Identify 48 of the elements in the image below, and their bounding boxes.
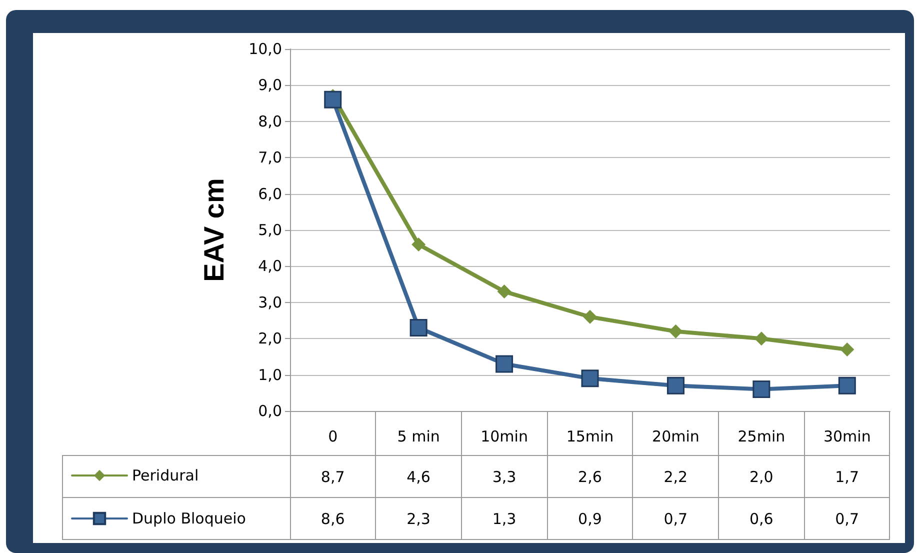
y-tick-label: 5,0 [258, 221, 282, 239]
y-tick-label: 4,0 [258, 257, 282, 276]
data-label: 3,3 [461, 456, 548, 498]
y-tick-label: 2,0 [258, 330, 282, 348]
x-tick-label: 30min [823, 428, 871, 446]
data-label: 1,7 [804, 456, 890, 498]
y-tick-label: 1,0 [258, 366, 282, 384]
point [496, 355, 514, 373]
y-tick-label: 6,0 [258, 184, 282, 203]
data-label: 1,3 [461, 498, 548, 540]
point [840, 342, 854, 356]
data-label: 8,7 [290, 456, 376, 498]
y-axis-title: EAV cm [198, 178, 230, 282]
data-label: 0,7 [804, 498, 890, 540]
legend-label: Duplo Bloqueio [132, 510, 246, 528]
data-label: 8,6 [290, 498, 376, 540]
x-tick-label: 15min [566, 428, 614, 446]
y-tick-label: 3,0 [258, 293, 282, 312]
data-label: 2,6 [547, 456, 633, 498]
data-label: 2,2 [632, 456, 719, 498]
legend-label: Peridural [132, 466, 199, 484]
data-label: 0,6 [718, 498, 804, 540]
data-label: 2,0 [718, 456, 804, 498]
point [583, 310, 597, 324]
point [497, 284, 512, 299]
x-tick-label: 20min [652, 428, 700, 446]
data-label: 2,3 [376, 498, 462, 540]
point [668, 324, 683, 338]
x-tick-label: 5 min [397, 428, 440, 446]
point [838, 376, 856, 394]
y-tick-label: 8,0 [258, 112, 282, 130]
y-tick-label: 10,0 [248, 40, 282, 58]
data-label: 0,9 [547, 498, 633, 540]
data-label: 0,7 [632, 498, 719, 540]
y-tick-label: 9,0 [258, 76, 282, 94]
point [752, 380, 770, 398]
data-label: 4,6 [376, 456, 462, 498]
point [666, 376, 684, 394]
x-tick-label: 10min [480, 428, 528, 446]
y-tick-label: 0,0 [258, 402, 282, 420]
point [754, 332, 768, 346]
point [412, 237, 426, 252]
point [324, 90, 342, 108]
point [581, 370, 599, 388]
y-tick-label: 7,0 [258, 148, 282, 167]
point [410, 318, 428, 336]
x-tick-label: 0 [328, 428, 338, 446]
x-tick-label: 25min [738, 428, 786, 446]
